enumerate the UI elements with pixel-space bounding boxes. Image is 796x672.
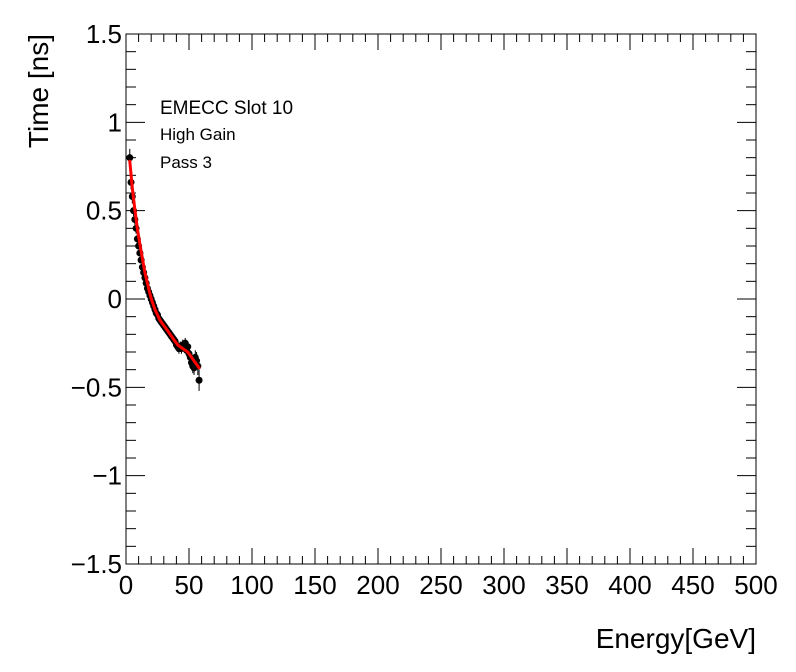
x-tick-label: 200 <box>356 570 399 600</box>
x-axis-title: Energy[GeV] <box>596 623 756 654</box>
x-tick-label: 100 <box>230 570 273 600</box>
fit-curve <box>128 159 201 370</box>
y-tick-label: −0.5 <box>71 372 122 402</box>
x-tick-label: 0 <box>119 570 133 600</box>
x-tick-label: 350 <box>545 570 588 600</box>
y-tick-label: 0.5 <box>86 196 122 226</box>
y-axis-title: Time [ns] <box>23 34 54 148</box>
x-tick-label: 500 <box>734 570 777 600</box>
y-tick-labels: −1.5 −1 −0.5 0 0.5 1 1.5 <box>71 19 122 579</box>
x-tick-label: 150 <box>293 570 336 600</box>
y-tick-label: −1 <box>92 461 122 491</box>
legend: EMECC Slot 10 High Gain Pass 3 <box>160 98 293 172</box>
data-point <box>184 343 192 351</box>
y-tick-label: 0 <box>108 284 122 314</box>
data-point <box>195 376 203 384</box>
legend-title: EMECC Slot 10 <box>160 98 293 119</box>
x-tick-label: 300 <box>482 570 525 600</box>
y-tick-label: 1 <box>108 107 122 137</box>
x-tick-label: 450 <box>671 570 714 600</box>
y-tick-label: 1.5 <box>86 19 122 49</box>
tick-marks <box>125 33 757 565</box>
x-tick-labels: 0 50 100 150 200 250 300 350 400 450 500 <box>119 570 778 600</box>
x-tick-label: 250 <box>419 570 462 600</box>
data-point <box>126 154 134 162</box>
fit-line <box>128 159 201 370</box>
x-tick-label: 400 <box>608 570 651 600</box>
legend-line-pass: Pass 3 <box>160 153 212 172</box>
x-tick-label: 50 <box>175 570 204 600</box>
y-tick-label: −1.5 <box>71 549 122 579</box>
legend-line-gain: High Gain <box>160 125 236 144</box>
